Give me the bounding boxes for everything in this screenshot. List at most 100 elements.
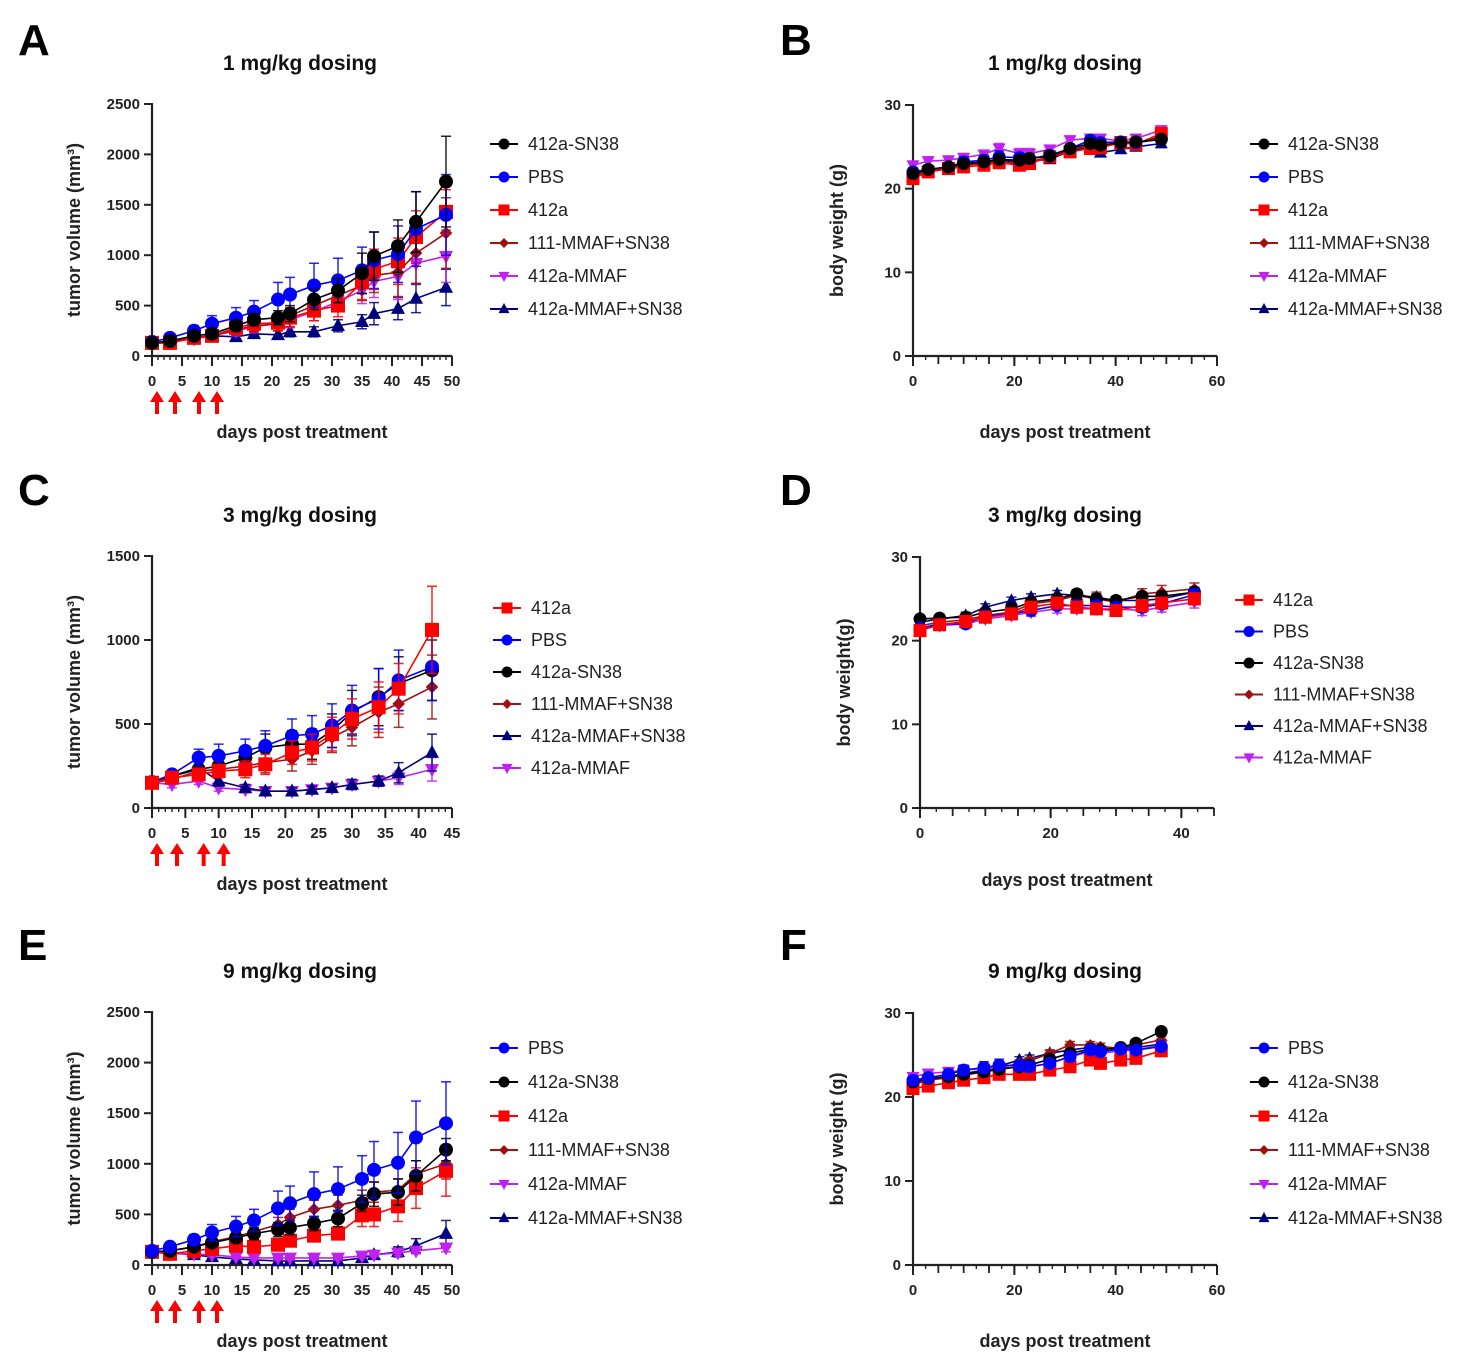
y-tick-label: 2500: [107, 1004, 140, 1021]
data-point: [285, 783, 299, 797]
y-tick-label: 20: [884, 181, 901, 198]
legend-marker: [1258, 271, 1270, 283]
data-point: [1063, 142, 1077, 156]
data-point: [371, 700, 386, 715]
data-point: [355, 1171, 369, 1186]
data-point: [941, 160, 955, 174]
y-axis-label: body weight (g): [827, 164, 847, 297]
x-tick-label: 20: [1042, 825, 1059, 842]
arrow-head: [196, 843, 211, 854]
legend-item: 412a-MMAF+SN38: [490, 1208, 683, 1228]
y-tick-label: 2000: [107, 1055, 140, 1072]
data-point: [271, 1201, 285, 1216]
y-axis-label: tumor volume (mm³): [64, 595, 84, 769]
x-tick-label: 40: [410, 825, 427, 842]
legend-marker: [1259, 1145, 1269, 1155]
dosing-arrow-icon: [210, 391, 224, 414]
data-point: [992, 143, 1006, 156]
y-tick-label: 20: [891, 633, 908, 650]
data-point: [1050, 596, 1064, 610]
data-point: [307, 1216, 321, 1231]
x-tick-label: 20: [264, 1282, 281, 1299]
legend-marker: [502, 699, 512, 709]
legend-item: 412a-SN38: [1235, 653, 1364, 673]
data-point: [271, 327, 285, 341]
data-point: [1063, 1050, 1077, 1064]
data-point: [409, 1168, 423, 1183]
x-tick-label: 0: [148, 825, 156, 842]
y-tick-label: 2500: [107, 96, 140, 113]
legend-item: 412a-MMAF: [1250, 266, 1387, 286]
x-axis-label: days post treatment: [981, 870, 1152, 890]
legend-item: 111-MMAF+SN38: [1250, 233, 1430, 253]
arrow-head: [150, 1300, 164, 1311]
x-tick-label: 40: [384, 373, 401, 390]
legend-item: 412a-MMAF+SN38: [1250, 299, 1443, 319]
data-point: [355, 1196, 369, 1211]
y-tick-label: 1000: [107, 247, 140, 264]
legend-item: 412a: [1235, 590, 1314, 610]
data-point: [439, 1163, 453, 1178]
legend-label: 412a: [528, 1106, 569, 1126]
data-point: [247, 1213, 261, 1228]
legend-item: 111-MMAF+SN38: [490, 1140, 670, 1160]
data-point: [913, 612, 927, 626]
data-point: [258, 757, 273, 772]
data-point: [355, 314, 369, 327]
data-point: [1043, 1056, 1057, 1070]
legend-label: 412a-SN38: [1288, 134, 1379, 154]
data-point: [307, 292, 321, 307]
arrow-shaft: [155, 853, 159, 866]
legend-item: PBS: [1250, 1038, 1324, 1058]
data-point: [391, 239, 405, 254]
y-tick-label: 2000: [107, 146, 140, 163]
data-point: [439, 174, 453, 189]
panel-c-tumor-volume-3mgkg: 3 mg/kg dosing 0 500 1000 1500 0 5 10 15 20 25 30 35…: [64, 504, 686, 894]
legend-label: 412a: [531, 598, 572, 618]
x-tick-label: 0: [909, 373, 917, 390]
arrow-head: [192, 391, 206, 402]
legend-label: 412a-MMAF: [528, 1174, 627, 1194]
legend-item: PBS: [1250, 167, 1324, 187]
y-tick-label: 0: [900, 800, 908, 817]
arrow-shaft: [173, 1310, 177, 1323]
y-tick-label: 1000: [107, 632, 140, 649]
data-point: [283, 1196, 297, 1211]
data-point: [283, 1220, 297, 1235]
legend: 412a PBS 412a-SN38 111-MMAF+SN38 412a-MMAF+S…: [493, 598, 686, 778]
data-point: [992, 1058, 1006, 1072]
data-point: [957, 1063, 971, 1077]
x-tick-label: 0: [916, 825, 924, 842]
data-point: [307, 1252, 321, 1266]
data-point: [1024, 600, 1038, 614]
data-point: [247, 1239, 261, 1254]
data-point: [439, 1242, 453, 1256]
data-point: [331, 1211, 345, 1226]
x-tick-label: 0: [148, 1282, 156, 1299]
chart-title: 3 mg/kg dosing: [988, 504, 1142, 527]
legend-label: 412a-SN38: [528, 1072, 619, 1092]
y-tick-label: 0: [893, 348, 901, 365]
arrow-shaft: [155, 401, 159, 414]
panel-letter-d: D: [780, 466, 812, 515]
panel-letter-e: E: [18, 921, 47, 970]
dosing-arrow-icon: [150, 1300, 164, 1323]
data-point: [205, 1235, 219, 1250]
data-point: [285, 745, 299, 760]
legend-marker: [1258, 204, 1270, 216]
x-tick-label: 35: [354, 373, 371, 390]
legend-label: 412a-MMAF: [1288, 266, 1387, 286]
data-point: [283, 324, 297, 338]
data-point: [355, 1250, 369, 1264]
legend-label: 412a-SN38: [1273, 653, 1364, 673]
data-point: [229, 1251, 243, 1265]
x-tick-label: 40: [1107, 373, 1124, 390]
y-tick-label: 0: [132, 348, 140, 365]
legend-marker: [1243, 719, 1255, 731]
series-pbs: [145, 1081, 453, 1258]
x-tick-label: 40: [1107, 1282, 1124, 1299]
x-tick-label: 15: [234, 373, 251, 390]
legend-item: PBS: [490, 1038, 564, 1058]
data-point: [371, 773, 386, 787]
legend-item: PBS: [490, 167, 564, 187]
